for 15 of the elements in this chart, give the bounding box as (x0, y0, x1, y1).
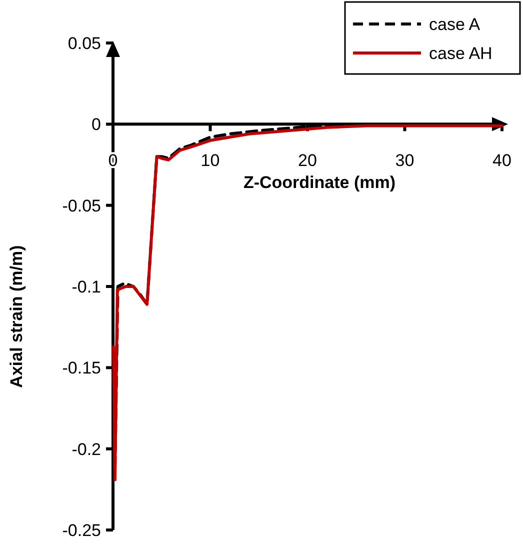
y-tick-label: -0.05 (62, 196, 101, 216)
x-tick-label: 20 (298, 151, 317, 170)
legend-label: case A (429, 14, 481, 34)
y-tick-label: 0.05 (68, 34, 101, 53)
y-tick-label: 0 (92, 115, 101, 134)
x-tick-label: 10 (200, 151, 220, 170)
y-tick-label: -0.1 (72, 277, 101, 296)
y-tick-label: -0.15 (62, 358, 101, 378)
y-axis-title: Axial strain (m/m) (7, 245, 26, 388)
x-tick-label: 40 (492, 151, 512, 170)
legend-label: case AH (429, 44, 492, 63)
y-tick-label: -0.2 (72, 440, 101, 459)
x-tick-label: 30 (395, 151, 414, 170)
x-axis-title: Z-Coordinate (mm) (243, 173, 396, 192)
y-tick-label: -0.25 (62, 520, 101, 540)
